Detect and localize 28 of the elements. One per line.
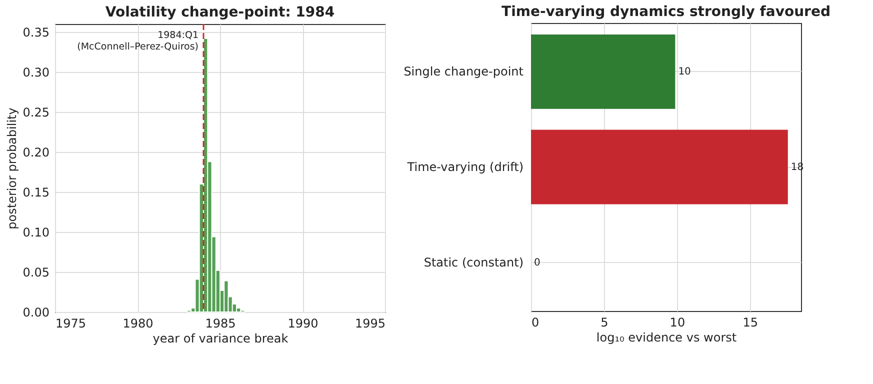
- x-tick-label: 1995: [354, 316, 386, 330]
- x-tick-label: 10: [670, 316, 686, 330]
- x-tick-label: 1980: [122, 316, 154, 330]
- x-tick-label: 15: [742, 316, 758, 330]
- y-tick-label: 0.10: [22, 226, 50, 240]
- y-tick-label: 0.00: [22, 306, 50, 320]
- chart-title: Volatility change-point: 1984: [105, 4, 335, 20]
- data-label: 0: [534, 257, 540, 268]
- x-axis-title: year of variance break: [152, 332, 288, 346]
- chart-title: Time-varying dynamics strongly favoured: [502, 4, 830, 20]
- y-tick-label: Single change-point: [404, 64, 524, 79]
- y-axis-title: posterior probability: [4, 108, 19, 230]
- x-tick-label: 0: [532, 316, 540, 330]
- y-tick-label: 0.20: [22, 146, 50, 160]
- y-tick-label: 0.15: [22, 186, 50, 200]
- ref-line-label: 1984:Q1 (McConnell–Perez-Quiros): [77, 30, 198, 52]
- x-tick-label: 1975: [56, 316, 86, 330]
- x-tick-label: 5: [600, 316, 608, 330]
- y-tick-label: 0.35: [22, 26, 50, 40]
- y-tick-label: 0.30: [22, 66, 50, 80]
- data-label: 10: [678, 66, 691, 78]
- x-tick-label: 1985: [205, 316, 236, 330]
- y-tick-label: 0.05: [22, 266, 50, 280]
- y-tick-label: Static (constant): [424, 255, 524, 270]
- y-tick-label: Time-varying (drift): [406, 160, 524, 174]
- x-axis-title: log₁₀ evidence vs worst: [596, 330, 737, 344]
- y-tick-label: 0.25: [22, 106, 50, 120]
- x-tick-label: 1990: [288, 316, 318, 330]
